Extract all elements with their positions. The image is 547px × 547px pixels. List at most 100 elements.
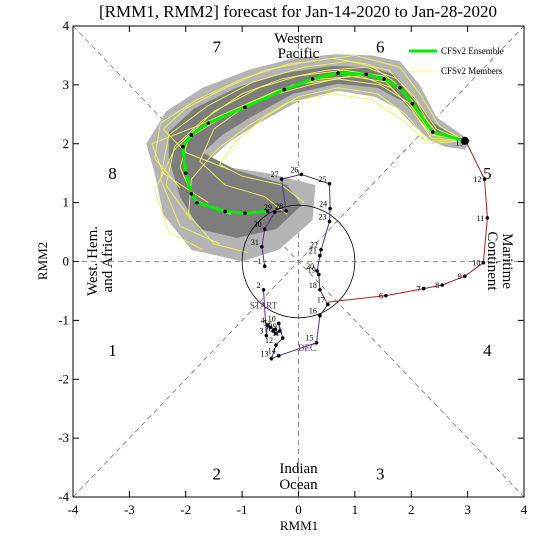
ensemble-mean-point (430, 130, 435, 134)
observed-day-point (481, 260, 486, 265)
previous-day-point (274, 331, 278, 336)
previous-day-point (261, 287, 266, 292)
month-label: DEC (298, 343, 316, 353)
ensemble-mean-point (181, 144, 185, 149)
x-tick-label: -2 (180, 502, 191, 517)
observed-day-label: 6 (379, 292, 383, 301)
observed-day-label: 8 (435, 281, 439, 290)
ensemble-mean-point (382, 77, 386, 81)
previous-day-label: 5 (263, 318, 267, 327)
previous-day-label: 18 (309, 281, 317, 290)
region-label-bottom: Indian (279, 461, 318, 477)
previous-day-label: 26 (290, 165, 298, 174)
phase-label-6: 6 (376, 38, 385, 57)
ensemble-mean-point (243, 105, 247, 110)
x-tick-label: 4 (521, 502, 528, 517)
previous-day-point (268, 325, 273, 330)
previous-day-label: 1 (258, 257, 262, 266)
region-label-right: Maritime (499, 233, 515, 289)
y-tick-label: -1 (58, 312, 69, 327)
observed-trajectory-line (327, 142, 488, 303)
previous-day-label: 14 (268, 347, 276, 356)
observed-day-point (485, 216, 490, 220)
ensemble-mean-point (195, 200, 199, 205)
previous-day-label: 7 (266, 322, 270, 331)
previous-day-label: 10 (268, 314, 276, 323)
phase-divider-antidiagonal (72, 25, 525, 498)
phase-label-7: 7 (213, 38, 222, 57)
previous-day-label: 21 (309, 247, 317, 256)
previous-day-point (299, 172, 304, 177)
previous-day-label: 29 (264, 203, 272, 212)
legend-label-members: CFSv2 Members (441, 66, 503, 76)
previous-day-label: 17 (317, 295, 325, 304)
previous-day-label: 12 (265, 336, 273, 345)
previous-day-label: 30 (254, 220, 262, 229)
ensemble-mean-point (243, 211, 247, 216)
previous-day-label: 31 (251, 238, 259, 247)
previous-day-point (315, 269, 319, 273)
previous-day-point (284, 209, 288, 213)
previous-day-point (327, 181, 332, 186)
previous-day-label: 6 (268, 320, 272, 329)
previous-day-label: 25 (319, 175, 327, 184)
previous-day-label: 28 (275, 202, 283, 211)
ensemble-mean-point (189, 191, 194, 196)
x-tick-label: -4 (68, 502, 79, 517)
previous-day-point (328, 206, 332, 211)
ensemble-mean-point (183, 171, 188, 175)
previous-day-label: 3 (259, 327, 263, 336)
previous-day-label: 8 (269, 324, 273, 333)
region-label-left: West. Hem. (85, 226, 101, 296)
legend: CFSv2 Ensemble CFSv2 Members (409, 46, 504, 76)
previous-day-point (326, 302, 330, 307)
previous-day-point (280, 336, 285, 340)
previous-day-label: 13 (260, 350, 268, 359)
y-tick-label: 2 (63, 136, 70, 151)
previous-day-point (274, 343, 278, 347)
x-tick-label: 3 (464, 502, 471, 517)
previous-day-point (264, 333, 269, 338)
previous-day-point (318, 287, 322, 292)
observed-day-label: 13 (455, 139, 463, 148)
previous-day-label: 27 (271, 170, 279, 179)
phase-label-4: 4 (483, 341, 492, 360)
previous-day-label: 11 (272, 329, 280, 338)
member-line-3 (218, 87, 465, 203)
phase-label-1: 1 (108, 341, 117, 360)
previous-day-label: 2 (257, 281, 261, 290)
ensemble-mean-point (398, 86, 402, 90)
previous-day-point (279, 177, 284, 181)
region-label-top: Western (274, 31, 323, 47)
y-tick-label: -3 (58, 430, 69, 445)
previous-day-point (319, 247, 323, 252)
phase-label-5: 5 (483, 164, 492, 183)
previous-day-point (316, 272, 321, 277)
observed-day-point (440, 283, 445, 287)
previous-day-point (327, 219, 332, 224)
y-axis-label: RMM2 (35, 242, 50, 280)
forecast-start-point (460, 136, 469, 145)
previous-day-point (269, 356, 274, 361)
region-label-left: and Africa (100, 229, 116, 292)
x-axis-label: RMM1 (280, 518, 318, 533)
observed-day-label: 10 (472, 259, 480, 268)
ensemble-mean-point (206, 121, 211, 125)
previous-day-point (271, 329, 275, 333)
chart-title: [RMM1, RMM2] forecast for Jan-14-2020 to… (99, 2, 497, 21)
previous-day-label: 24 (319, 200, 327, 209)
ensemble-mean-point (310, 77, 315, 81)
observed-day-point (421, 286, 426, 291)
x-tick-label: 2 (408, 502, 415, 517)
ensemble-mean-point (265, 209, 270, 214)
previous-day-label: 22 (310, 241, 318, 250)
observed-day-label: 7 (417, 285, 421, 294)
observed-day-point (384, 293, 388, 298)
previous-day-label: 4 (260, 316, 264, 325)
ensemble-mean-point (336, 71, 340, 75)
ensemble-mean-point (189, 133, 194, 137)
observed-day-label: 12 (474, 175, 482, 184)
ensemble-mean-point (364, 72, 368, 77)
amplitude-unit-circle (241, 204, 356, 319)
